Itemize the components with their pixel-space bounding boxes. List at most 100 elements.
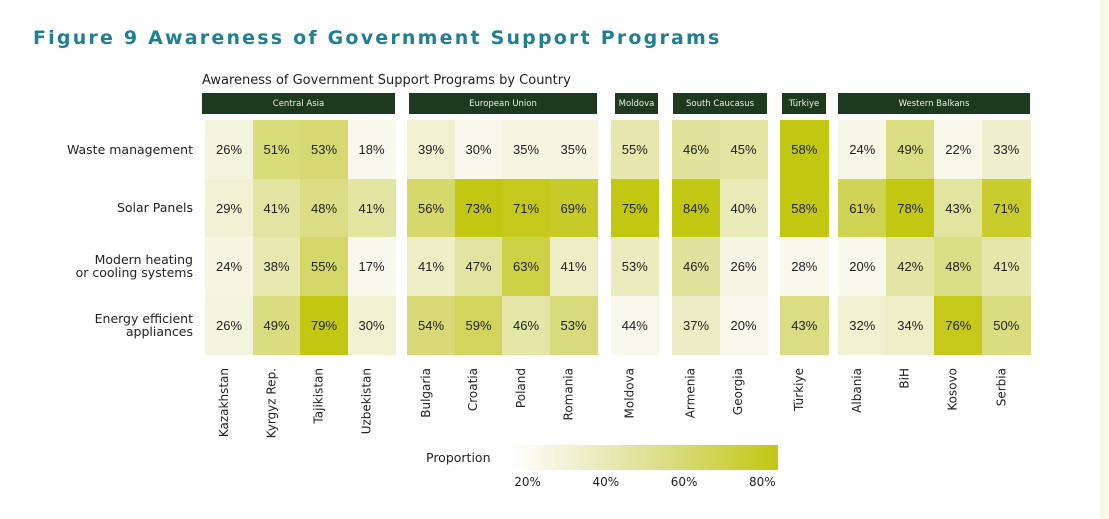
heatmap-cell: 58% bbox=[780, 178, 829, 238]
heatmap-cell: 54% bbox=[407, 295, 455, 355]
heatmap-cell: 43% bbox=[934, 178, 983, 238]
heatmap-cell: 47% bbox=[454, 237, 503, 296]
heatmap-cell: 46% bbox=[502, 295, 550, 355]
heatmap-cell: 41% bbox=[407, 237, 455, 296]
legend-tick-label: 80% bbox=[749, 475, 776, 489]
heatmap-cell: 79% bbox=[300, 295, 348, 355]
column-label-text: Armenia bbox=[683, 368, 698, 419]
heatmap-cell: 26% bbox=[719, 237, 768, 296]
heatmap-cell: 71% bbox=[982, 178, 1031, 238]
column-label: Romania bbox=[555, 368, 575, 440]
row-label: Modern heating or cooling systems bbox=[76, 253, 193, 279]
heatmap-cell: 35% bbox=[549, 120, 598, 179]
heatmap-cell: 50% bbox=[982, 295, 1031, 355]
group-header: South Caucasus bbox=[673, 93, 767, 114]
heatmap-cell: 58% bbox=[780, 120, 829, 179]
column-label-text: Kazakhstan bbox=[216, 368, 231, 438]
column-label-text: Moldova bbox=[622, 368, 637, 419]
legend-tick-label: 20% bbox=[514, 475, 541, 489]
heatmap-cell: 22% bbox=[934, 120, 983, 179]
heatmap-cell: 53% bbox=[611, 237, 659, 296]
heatmap-cell: 61% bbox=[838, 178, 887, 238]
heatmap-cell: 30% bbox=[454, 120, 503, 179]
heatmap-cell: 18% bbox=[347, 120, 396, 179]
heatmap-cell: 49% bbox=[886, 120, 935, 179]
column-label-text: Croatia bbox=[466, 368, 481, 412]
group-header: Central Asia bbox=[202, 93, 395, 114]
column-label: Poland bbox=[508, 368, 528, 440]
column-label-text: Georgia bbox=[731, 368, 746, 416]
heatmap-cell: 39% bbox=[407, 120, 455, 179]
heatmap-cell: 45% bbox=[719, 120, 768, 179]
heatmap-cell: 59% bbox=[454, 295, 503, 355]
heatmap-cell: 84% bbox=[672, 178, 720, 238]
heatmap-cell: 49% bbox=[252, 295, 301, 355]
heatmap-cell: 28% bbox=[780, 237, 829, 296]
heatmap-cell: 73% bbox=[454, 178, 503, 238]
heatmap-cell: 48% bbox=[300, 178, 348, 238]
heatmap-cell: 55% bbox=[300, 237, 348, 296]
group-header: Western Balkans bbox=[838, 93, 1030, 114]
group-header: European Union bbox=[409, 93, 597, 114]
column-label-text: Kosovo bbox=[946, 368, 960, 411]
heatmap-cell: 32% bbox=[838, 295, 887, 355]
column-label: Kosovo bbox=[940, 368, 960, 440]
row-label: Waste management bbox=[67, 143, 193, 156]
page-edge-strip bbox=[1100, 0, 1109, 519]
legend-tick-label: 60% bbox=[670, 475, 698, 489]
column-label: BiH bbox=[892, 368, 912, 440]
heatmap-cell: 41% bbox=[549, 237, 598, 296]
heatmap-cell: 17% bbox=[347, 237, 396, 296]
legend-title: Proportion bbox=[426, 450, 491, 465]
heatmap-cell: 69% bbox=[549, 178, 598, 238]
heatmap-cell: 55% bbox=[611, 120, 659, 179]
row-label-line: appliances bbox=[125, 323, 193, 339]
heatmap-cell: 26% bbox=[205, 295, 253, 355]
heatmap-cell: 40% bbox=[719, 178, 768, 238]
heatmap-cell: 76% bbox=[934, 295, 983, 355]
heatmap-cell: 24% bbox=[205, 237, 253, 296]
heatmap-cell: 33% bbox=[982, 120, 1031, 179]
heatmap-cell: 78% bbox=[886, 178, 935, 238]
column-label-text: Uzbekistan bbox=[359, 368, 374, 435]
heatmap-cell: 20% bbox=[838, 237, 887, 296]
column-label: Moldova bbox=[617, 368, 637, 440]
heatmap-cell: 38% bbox=[252, 237, 301, 296]
heatmap-cell: 51% bbox=[252, 120, 301, 179]
column-label-text: Serbia bbox=[994, 368, 1008, 407]
legend-color-bar bbox=[508, 445, 778, 470]
row-label-line: Waste management bbox=[66, 141, 193, 157]
column-label: Georgia bbox=[725, 368, 745, 440]
heatmap-cell: 41% bbox=[347, 178, 396, 238]
heatmap-cell: 26% bbox=[205, 120, 253, 179]
heatmap-cell: 24% bbox=[838, 120, 887, 179]
column-label: Croatia bbox=[460, 368, 480, 440]
column-label: Tajikistan bbox=[306, 368, 326, 440]
heatmap-cell: 75% bbox=[611, 178, 659, 238]
row-label: Solar Panels bbox=[117, 201, 193, 214]
column-label: Kyrgyz Rep. bbox=[258, 368, 278, 440]
heatmap-cell: 63% bbox=[502, 237, 550, 296]
chart-title: Awareness of Government Support Programs… bbox=[202, 73, 571, 88]
heatmap-cell: 42% bbox=[886, 237, 935, 296]
heatmap-cell: 20% bbox=[719, 295, 768, 355]
row-label: Energy efficient appliances bbox=[95, 312, 193, 338]
heatmap-cell: 71% bbox=[502, 178, 550, 238]
heatmap-cell: 35% bbox=[502, 120, 550, 179]
heatmap-cell: 44% bbox=[611, 295, 659, 355]
heatmap-cell: 37% bbox=[672, 295, 720, 355]
heatmap-cell: 30% bbox=[347, 295, 396, 355]
row-label-line: Energy efficient bbox=[94, 310, 193, 326]
heatmap-cell: 29% bbox=[205, 178, 253, 238]
column-label: Kazakhstan bbox=[211, 368, 231, 440]
row-label-line: Modern heating bbox=[94, 252, 193, 268]
legend-tick-label: 40% bbox=[592, 475, 620, 489]
column-label-text: Romania bbox=[561, 368, 576, 421]
column-label: Uzbekistan bbox=[353, 368, 373, 440]
heatmap-cell: 53% bbox=[300, 120, 348, 179]
column-label-text: Kyrgyz Rep. bbox=[264, 368, 279, 439]
heatmap-cell: 41% bbox=[982, 237, 1031, 296]
row-label-line: Solar Panels bbox=[116, 200, 193, 216]
heatmap-cell: 56% bbox=[407, 178, 455, 238]
heatmap-cell: 43% bbox=[780, 295, 829, 355]
